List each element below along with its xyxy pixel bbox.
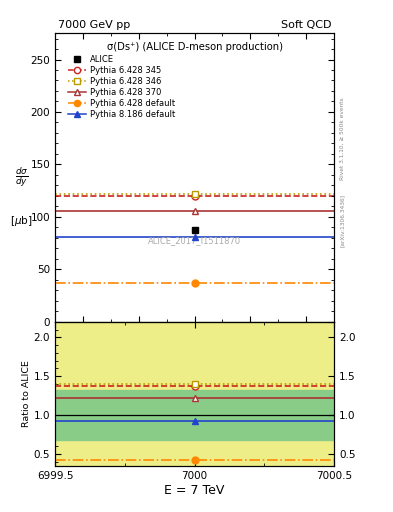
Text: $\frac{d\sigma}{dy}$: $\frac{d\sigma}{dy}$ (15, 165, 28, 189)
Text: [arXiv:1306.3436]: [arXiv:1306.3436] (340, 194, 345, 247)
Text: Soft QCD: Soft QCD (281, 20, 331, 30)
Y-axis label: Ratio to ALICE: Ratio to ALICE (22, 360, 31, 427)
Legend: ALICE, Pythia 6.428 345, Pythia 6.428 346, Pythia 6.428 370, Pythia 6.428 defaul: ALICE, Pythia 6.428 345, Pythia 6.428 34… (68, 55, 175, 119)
Text: Rivet 3.1.10, ≥ 500k events: Rivet 3.1.10, ≥ 500k events (340, 97, 345, 180)
Text: [$\mu$b]: [$\mu$b] (10, 214, 33, 228)
Bar (55, 390, 334, 440)
Text: ALICE_2017_I1511870: ALICE_2017_I1511870 (148, 237, 241, 245)
Text: 7000 GeV pp: 7000 GeV pp (58, 20, 130, 30)
X-axis label: E = 7 TeV: E = 7 TeV (164, 483, 225, 497)
Text: σ(Ds⁺) (ALICE D-meson production): σ(Ds⁺) (ALICE D-meson production) (107, 42, 283, 52)
